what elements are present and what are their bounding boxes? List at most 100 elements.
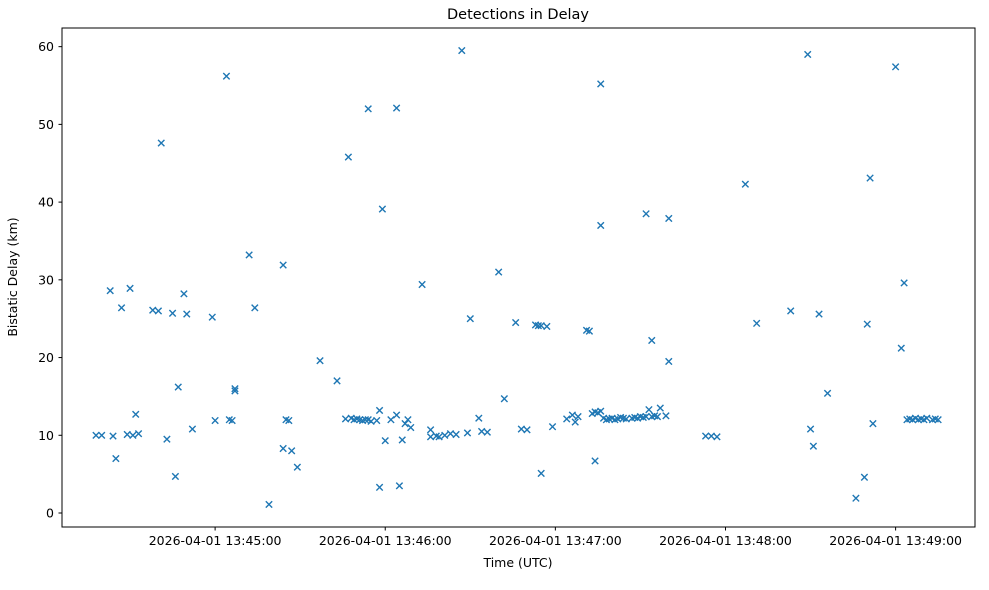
data-point-marker [367,417,375,425]
data-point-marker [287,447,296,455]
data-point-marker [149,306,157,314]
data-point-marker [344,153,353,161]
data-point-marker [665,214,673,223]
x-tick-label: 2026-04-01 13:47:00 [489,533,622,548]
data-point-marker [645,405,653,414]
data-point-marker [163,435,171,443]
data-point-marker [752,319,761,328]
data-point-marker [477,427,486,436]
data-point-marker [426,433,435,441]
data-point-marker [860,473,869,481]
data-point-marker [597,221,605,230]
data-point-marker [806,425,815,433]
data-point-marker [483,428,492,436]
y-tick-label: 50 [38,117,54,132]
data-point-marker [622,415,630,423]
data-point-marker [441,431,449,439]
plot-area: 0 10 20 30 40 50 60 2026-04-01 13:45:00 2026-04-… [38,27,976,548]
data-point-marker [523,426,531,434]
data-point-marker [585,327,594,335]
data-point-marker [375,483,384,492]
data-point-marker [157,139,165,147]
data-point-marker [407,423,415,432]
axes-frame [61,27,976,528]
data-point-marker [648,336,656,345]
data-point-marker [458,46,466,55]
data-point-marker [392,411,401,419]
y-tick-label: 30 [38,272,54,287]
data-point-marker [741,180,750,188]
data-point-marker [823,389,832,398]
data-point-marker [934,416,942,424]
data-point-marker [591,457,599,465]
data-point-marker [106,287,114,295]
data-point-marker [869,419,877,428]
data-point-marker [126,284,134,293]
x-tick-label: 2026-04-01 13:46:00 [319,533,452,548]
data-point-marker [316,356,324,365]
data-point-marker [707,432,716,440]
data-point-marker [404,416,412,424]
data-point-marker [245,251,253,259]
data-point-marker [866,174,874,182]
y-tick-label: 40 [38,195,54,210]
data-point-marker [222,72,231,80]
data-point-marker [364,105,372,113]
data-point-marker [211,416,219,425]
data-point-marker [852,494,860,502]
data-point-marker [265,500,273,509]
data-point-marker [373,416,381,425]
x-axis-label: Time (UTC) [482,555,552,570]
data-point-marker [563,415,571,423]
data-point-marker [279,261,287,269]
chart-title: Detections in Delay [447,7,589,23]
data-point-marker [466,315,474,323]
data-point-marker [228,416,236,425]
data-point-marker [574,412,582,421]
data-point-marker [662,412,670,420]
data-point-marker [897,344,905,352]
data-point-marker [701,432,710,440]
data-point-marker [804,50,812,59]
data-point-marker [183,310,191,318]
data-point-marker [361,416,370,424]
data-point-marker [112,454,120,463]
data-point-marker [129,431,137,439]
data-point-marker [392,104,401,112]
y-tick-label: 60 [38,39,54,54]
data-point-marker [117,304,126,312]
data-point-marker [815,310,823,318]
y-tick-label: 10 [38,428,54,443]
data-point-marker [597,80,605,88]
x-tick-label: 2026-04-01 13:45:00 [149,533,282,548]
y-tick-label: 0 [46,506,54,521]
data-point-marker [713,433,721,441]
data-point-marker [900,279,908,287]
data-point-marker [463,429,472,437]
data-point-marker [381,437,389,445]
data-point-marker [387,416,395,424]
data-point-marker [435,433,443,441]
data-point-marker [341,415,350,423]
data-point-marker [375,406,384,415]
data-point-marker [656,404,664,412]
data-point-marker [597,407,605,415]
data-point-marker [171,472,180,481]
data-point-marker [517,425,526,433]
data-point-marker [923,414,931,422]
data-point-marker [863,320,871,328]
data-point-marker [787,307,795,315]
data-point-marker [188,425,197,433]
data-point-marker [809,442,818,450]
data-point-marker [154,307,163,315]
data-point-marker [231,384,239,393]
x-tick-label: 2026-04-01 13:49:00 [829,533,962,548]
data-point-marker [109,432,117,440]
data-point-marker [180,290,188,298]
data-point-marker [537,469,545,478]
data-point-marker [418,280,426,289]
data-point-marker [475,414,483,422]
y-tick-label: 20 [38,350,54,365]
data-point-marker [543,322,551,331]
